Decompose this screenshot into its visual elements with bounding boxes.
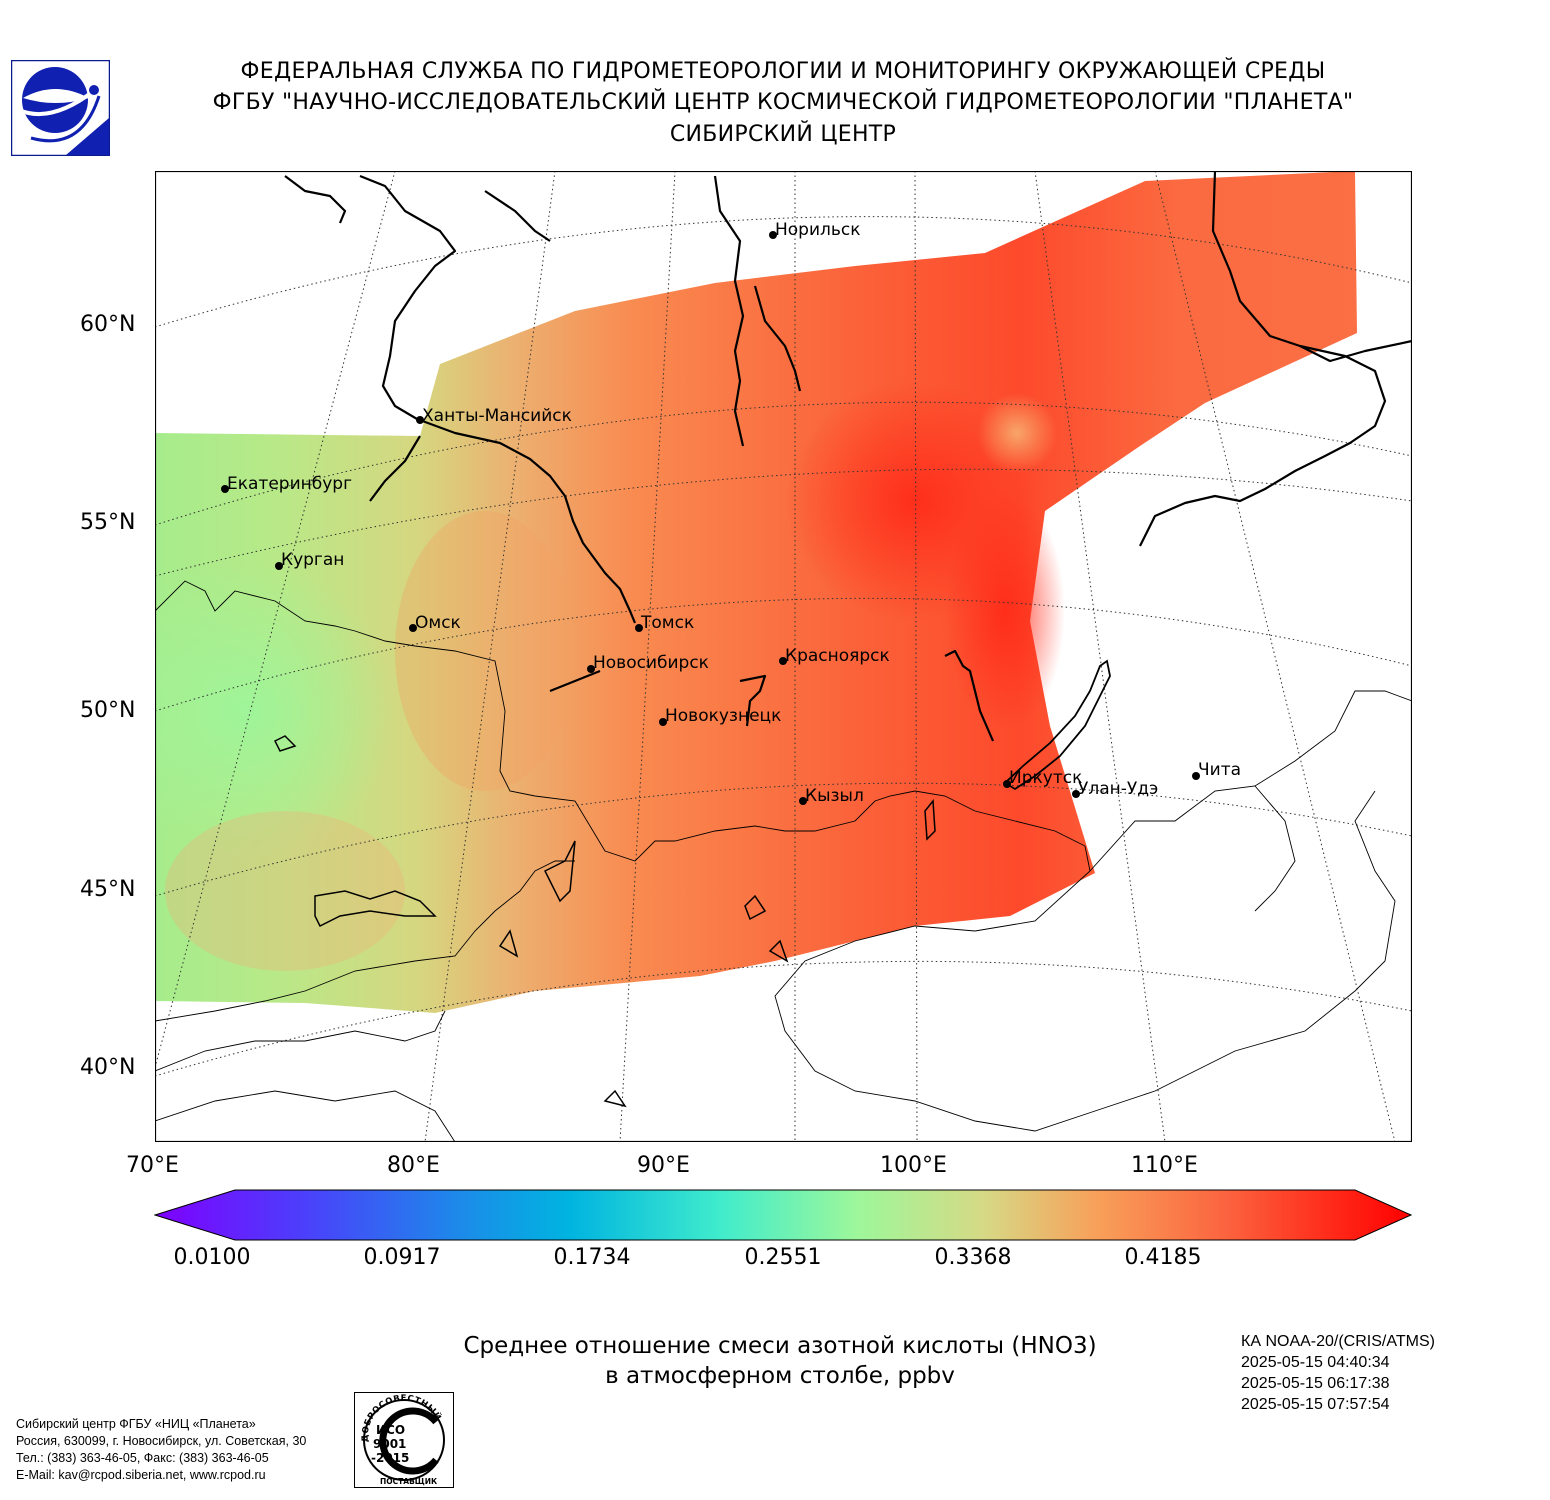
colorbar [154, 1189, 1412, 1241]
colorbar-tick-2: 0.1734 [553, 1245, 631, 1270]
baikal-lake [1003, 659, 1111, 791]
city-label-novokuznetsk: Новокузнецк [665, 706, 781, 726]
pass-time-1: 2025-05-15 04:40:34 [1241, 1354, 1390, 1371]
lon-label-80: 80°E [387, 1153, 440, 1178]
iso-bottom-text: ПОСТАВЩИК [380, 1477, 438, 1486]
product-title-line-1: Среднее отношение смеси азотной кислоты … [463, 1333, 1097, 1359]
city-label-tomsk: Томск [640, 613, 694, 633]
city-label-kyzyl: Кызыл [805, 786, 864, 806]
lat-label-45: 45°N [80, 877, 136, 902]
pass-time-3: 2025-05-15 07:57:54 [1241, 1396, 1390, 1413]
hno3-swath [155, 171, 1357, 1013]
city-label-norilsk: Норильск [775, 220, 861, 240]
contact-line-1: Сибирский центр ФГБУ «НИЦ «Планета» [16, 1417, 256, 1431]
contact-line-3: Тел.: (383) 363-46-05, Факс: (383) 363-4… [16, 1451, 269, 1465]
contact-line-4: E-Mail: kav@rcpod.siberia.net, www.rcpod… [16, 1468, 266, 1482]
city-label-krasnoyarsk: Красноярск [785, 646, 890, 666]
product-title-line-2: в атмосферном столбе, ppbv [605, 1363, 955, 1389]
map-panel: Норильск Ханты-Мансийск Екатеринбург Кур… [155, 171, 1412, 1142]
header-line-1: ФЕДЕРАЛЬНАЯ СЛУЖБА ПО ГИДРОМЕТЕОРОЛОГИИ … [240, 59, 1326, 84]
lon-label-90: 90°E [637, 1153, 690, 1178]
city-label-yekaterinburg: Екатеринбург [227, 474, 352, 494]
city-label-omsk: Омск [415, 613, 461, 633]
city-label-kurgan: Курган [281, 550, 344, 570]
iso-certificate-badge: ДОБРОСОВЕСТНЫЙ ИСО 9001 -2015 ПОСТАВЩИК [354, 1392, 454, 1488]
lat-label-40: 40°N [80, 1055, 136, 1080]
city-label-chita: Чита [1198, 760, 1241, 780]
satellite-name: КА NOAA-20/(CRIS/ATMS) [1241, 1333, 1435, 1350]
colorbar-tick-5: 0.4185 [1124, 1245, 1202, 1270]
iso-line-1: ИСО [376, 1423, 405, 1437]
header-line-2: ФГБУ "НАУЧНО-ИССЛЕДОВАТЕЛЬСКИЙ ЦЕНТР КОС… [212, 90, 1354, 115]
lon-label-70: 70°E [126, 1153, 179, 1178]
colorbar-tick-1: 0.0917 [363, 1245, 441, 1270]
contact-line-2: Россия, 630099, г. Новосибирск, ул. Сове… [16, 1434, 307, 1448]
lon-label-100: 100°E [880, 1153, 947, 1178]
colorbar-tick-3: 0.2551 [744, 1245, 822, 1270]
header-line-3: СИБИРСКИЙ ЦЕНТР [669, 122, 897, 147]
pass-time-2: 2025-05-15 06:17:38 [1241, 1375, 1390, 1392]
city-label-novosibirsk: Новосибирск [593, 653, 709, 673]
planeta-logo-icon [11, 60, 110, 156]
colorbar-tick-4: 0.3368 [934, 1245, 1012, 1270]
city-label-irkutsk: Иркутск [1009, 768, 1082, 788]
lat-label-60: 60°N [80, 312, 136, 337]
colorbar-tick-0: 0.0100 [173, 1245, 251, 1270]
lat-label-55: 55°N [80, 510, 136, 535]
city-label-khanty-mansiysk: Ханты-Мансийск [422, 406, 572, 426]
lat-label-50: 50°N [80, 698, 136, 723]
city-label-ulan-ude: Улан-Удэ [1078, 779, 1158, 799]
lon-label-110: 110°E [1131, 1153, 1198, 1178]
iso-line-3: -2015 [371, 1451, 409, 1465]
iso-line-2: 9001 [373, 1437, 406, 1451]
